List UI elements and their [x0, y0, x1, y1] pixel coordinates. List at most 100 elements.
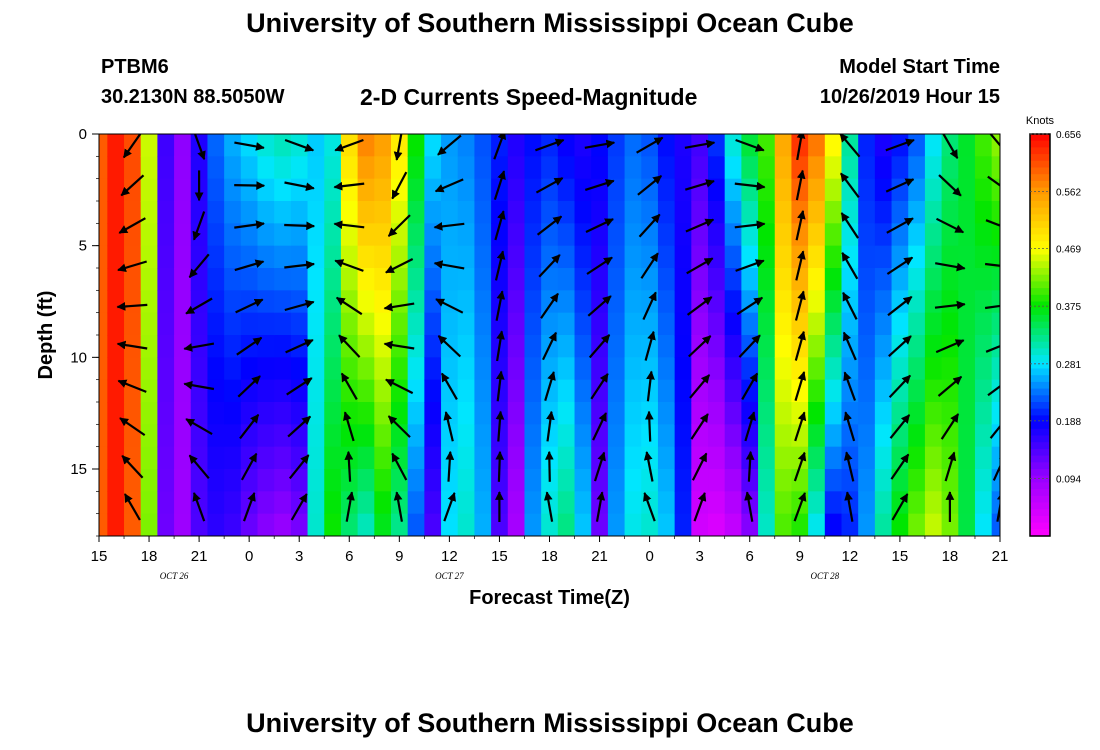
heatmap-cell	[908, 245, 926, 269]
heatmap-cell	[858, 491, 876, 515]
heatmap-cell	[708, 156, 726, 180]
colorbar-tick-label: 0.656	[1056, 130, 1081, 141]
heatmap-cell	[774, 469, 793, 492]
heatmap-cell	[140, 446, 158, 470]
heatmap-cell	[774, 156, 793, 180]
heatmap-cell	[457, 201, 476, 224]
heatmap-cell	[274, 156, 292, 180]
heatmap-cell	[224, 491, 242, 515]
current-vector-arrow	[842, 291, 858, 320]
heatmap-cell	[974, 469, 993, 492]
heatmap-cell	[674, 424, 692, 448]
heatmap-cell	[174, 156, 192, 180]
heatmap-cell	[958, 312, 976, 336]
heatmap-cell	[240, 513, 259, 536]
current-vector-arrow	[636, 136, 664, 154]
heatmap-cell	[808, 178, 826, 202]
heatmap-cell	[557, 156, 576, 180]
heatmap-cell	[724, 469, 742, 492]
heatmap-cell	[290, 178, 309, 202]
heatmap-cell	[491, 156, 509, 180]
heatmap-cell	[691, 357, 709, 381]
heatmap-cell	[374, 134, 392, 157]
heatmap-cell	[958, 424, 976, 448]
heatmap-cell	[958, 402, 976, 425]
heatmap-cell	[541, 424, 559, 448]
heatmap-cell	[958, 379, 976, 403]
current-vector-arrow	[183, 342, 215, 352]
colorbar-segment	[1030, 341, 1050, 349]
current-vector-arrow	[795, 169, 806, 201]
heatmap-cell	[791, 223, 809, 247]
current-vector-arrow	[391, 171, 408, 200]
heatmap-cell	[474, 469, 492, 492]
heatmap-cell	[441, 312, 459, 336]
heatmap-cell	[407, 134, 425, 157]
heatmap-cell	[307, 469, 325, 492]
x-tick-label: 0	[645, 548, 653, 565]
heatmap-cell	[657, 446, 676, 470]
current-vector-arrow	[120, 174, 145, 197]
heatmap-cell	[724, 156, 742, 180]
current-vector-arrow	[183, 380, 215, 391]
heatmap-cell	[591, 223, 609, 247]
heatmap-cell	[808, 335, 826, 358]
chart-title: 2-D Currents Speed-Magnitude	[360, 84, 698, 110]
heatmap-cell	[774, 446, 793, 470]
heatmap-cell	[207, 379, 225, 403]
heatmap-cell	[557, 446, 576, 470]
heatmap-cell	[624, 156, 642, 180]
heatmap-cell	[808, 201, 826, 224]
heatmap-cell	[841, 178, 859, 202]
current-vector-arrow	[738, 334, 761, 358]
heatmap-cell	[924, 357, 943, 381]
heatmap-cell	[691, 379, 709, 403]
heatmap-cell	[891, 268, 909, 291]
heatmap-cell	[457, 357, 476, 381]
colorbar-segment	[1030, 234, 1050, 242]
current-vector-arrow	[640, 252, 659, 279]
heatmap-cell	[808, 469, 826, 492]
heatmap-cell	[390, 469, 409, 492]
heatmap-cell	[824, 290, 843, 314]
heatmap-cell	[207, 268, 225, 291]
heatmap-cell	[274, 357, 292, 381]
current-vector-arrow	[935, 339, 965, 354]
heatmap-cell	[557, 134, 576, 157]
x-tick-label: 3	[295, 548, 303, 565]
heatmap-cell	[274, 290, 292, 314]
heatmap-cell	[958, 245, 976, 269]
heatmap-cell	[624, 312, 642, 336]
heatmap-cell	[524, 245, 542, 269]
heatmap-cell	[657, 513, 676, 536]
current-vector-arrow	[535, 138, 565, 152]
colorbar-segment	[1030, 321, 1050, 329]
heatmap-cell	[874, 312, 893, 336]
heatmap-cell	[441, 469, 459, 492]
heatmap-cell	[107, 513, 125, 536]
current-vector-arrow	[185, 297, 213, 315]
heatmap-cell	[374, 446, 392, 470]
heatmap-cell	[657, 245, 676, 269]
heatmap-cell	[507, 424, 526, 448]
heatmap-cell	[140, 402, 158, 425]
heatmap-cell	[290, 424, 309, 448]
heatmap-cell	[507, 290, 526, 314]
heatmap-cell	[124, 223, 142, 247]
heatmap-cell	[457, 134, 476, 157]
heatmap-cell	[908, 134, 926, 157]
heatmap-cell	[207, 513, 225, 536]
date-label: OCT 28	[811, 571, 840, 581]
heatmap-cell	[908, 178, 926, 202]
current-vector-arrow	[938, 174, 962, 197]
heatmap-cell	[374, 491, 392, 515]
x-tick-label: 15	[892, 548, 909, 565]
heatmap-cell	[874, 402, 893, 425]
current-vector-arrow	[343, 411, 355, 442]
heatmap-cell	[991, 156, 1000, 180]
heatmap-cell	[724, 312, 742, 336]
heatmap-cell	[507, 335, 526, 358]
heatmap-cell	[674, 290, 692, 314]
current-vector-arrow	[844, 491, 854, 522]
colorbar-segment	[1030, 214, 1050, 222]
